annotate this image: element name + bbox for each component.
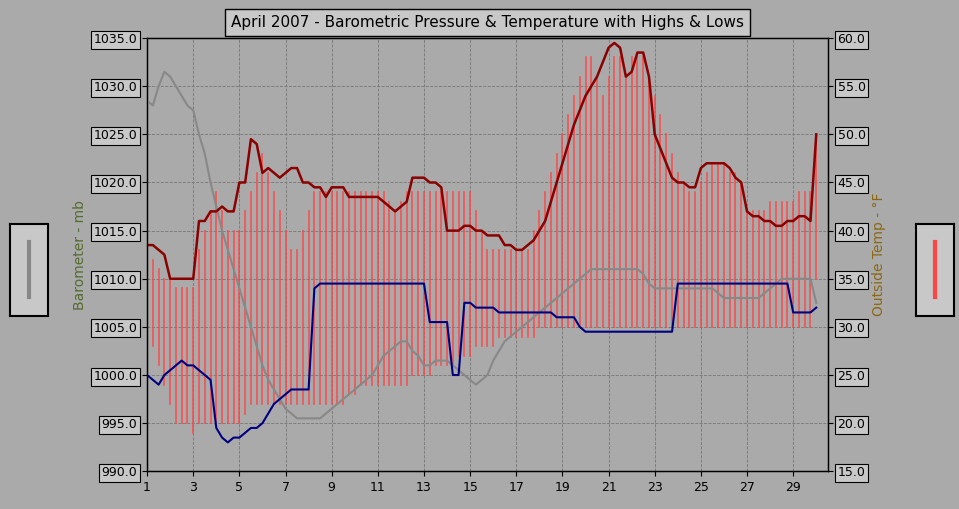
Y-axis label: Outside Temp - °F: Outside Temp - °F (873, 193, 886, 317)
Title: April 2007 - Barometric Pressure & Temperature with Highs & Lows: April 2007 - Barometric Pressure & Tempe… (231, 15, 744, 30)
Y-axis label: Barometer - mb: Barometer - mb (73, 200, 86, 309)
